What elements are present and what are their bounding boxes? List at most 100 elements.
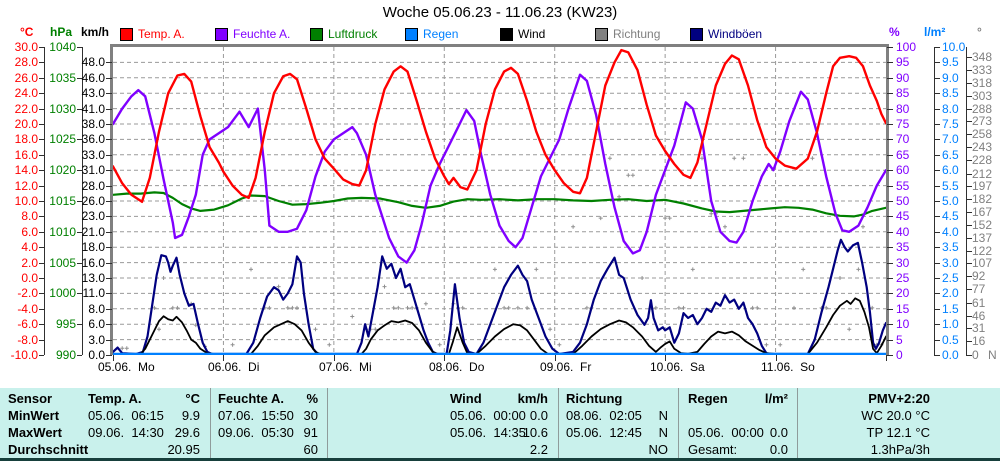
axis-tick-label: 2.0 <box>942 286 959 300</box>
axis-tick-label: 1.5 <box>942 302 959 316</box>
axis-tick-label: 212 <box>972 167 993 181</box>
axis-tick-label: 3.5 <box>942 240 959 254</box>
axis-tick-label: 31 <box>972 321 986 335</box>
axis-tick <box>106 186 112 187</box>
axis-tick <box>77 355 82 356</box>
axis-tick <box>887 186 893 187</box>
axis-tick <box>106 355 112 356</box>
axis-tick-label: 1000 <box>49 286 76 300</box>
axis-tick <box>77 47 82 48</box>
axis-tick <box>77 324 82 325</box>
row-label-sensor: Sensor <box>8 391 53 406</box>
axis-tick-label: -10.0 <box>10 348 38 362</box>
legend-swatch-temp-a- <box>120 27 133 41</box>
axis-tick-label: 990 <box>55 348 76 362</box>
axis-tick-label: 26.0 <box>14 71 38 85</box>
col-header-direction: Richtung <box>566 391 623 406</box>
axis-tick-label: 1030 <box>49 102 76 116</box>
axis-tick-label: 77 <box>972 282 986 296</box>
axis-tick <box>39 355 44 356</box>
axis-tick-label: 75 <box>896 117 910 131</box>
row-label-durchschnitt: Durchschnitt <box>8 442 89 457</box>
axis-tick <box>39 139 44 140</box>
axis-tick <box>934 62 940 63</box>
axis-line <box>966 47 967 355</box>
direction-min-time: 08.06. 02:05 <box>566 408 642 423</box>
axis-tick <box>934 309 940 310</box>
table-separator <box>797 388 798 458</box>
axis-tick-label: 6.0 <box>21 225 38 239</box>
axis-tick-label: 318 <box>972 76 993 90</box>
axis-tick-label: 46 <box>972 309 986 323</box>
x-axis-day-label: 07.06. Mi <box>319 360 372 374</box>
axis-tick <box>39 109 44 110</box>
axis-tick <box>966 83 972 84</box>
axis-tick <box>106 263 112 264</box>
humidity-max-value: 91 <box>303 425 318 440</box>
axis-tick <box>887 124 893 125</box>
col-header-wind: Wind <box>450 391 482 406</box>
axis-tick <box>966 57 972 58</box>
axis-tick-label: 30.0 <box>14 40 38 54</box>
axis-tick-label: 303 <box>972 89 993 103</box>
pmv-header: PMV+2:20 <box>868 391 930 406</box>
axis-tick <box>39 186 44 187</box>
legend-label: Regen <box>423 27 459 41</box>
humidity-max-time: 09.06. 05:30 <box>218 425 294 440</box>
temp-min-time: 05.06. 06:15 <box>88 408 164 423</box>
axis-tick-label: 5.0 <box>942 194 959 208</box>
axis-tick <box>966 199 972 200</box>
axis-tick-label: 10.0 <box>14 194 38 208</box>
series-windb-en <box>113 238 886 355</box>
x-axis-day-label: 09.06. Fr <box>540 360 592 374</box>
axis-tick-label: 60 <box>896 163 910 177</box>
series-wind <box>113 297 886 355</box>
axis-tick <box>934 201 940 202</box>
axis-tick <box>39 293 44 294</box>
rain-total-value: 0.0 <box>769 442 788 457</box>
legend-item: Feuchte A. <box>215 27 310 41</box>
axis-tick-label: 80 <box>896 102 910 116</box>
axis-tick <box>39 201 44 202</box>
axis-tick-label: 28.0 <box>14 55 38 69</box>
rain-total-label: Gesamt: <box>688 442 738 457</box>
direction-max-time: 05.06. 12:45 <box>566 425 642 440</box>
axis-tick <box>887 139 893 140</box>
axis-tick <box>966 174 972 175</box>
axis-tick-label: 10 <box>896 317 910 331</box>
axis-tick-label: 273 <box>972 114 993 128</box>
axis-tick <box>39 340 44 341</box>
wind-max-value: 10.6 <box>522 425 548 440</box>
axis-tick-label: 18.0 <box>14 132 38 146</box>
unit-label-percent: % <box>889 25 900 39</box>
axis-tick <box>887 309 893 310</box>
axis-tick <box>39 232 44 233</box>
axis-tick <box>39 247 44 248</box>
axis-tick <box>966 303 972 304</box>
axis-tick <box>966 70 972 71</box>
axis-tick <box>39 62 44 63</box>
axis-tick-label: 6.0 <box>942 163 959 177</box>
axis-tick-label: 38.0 <box>81 117 105 131</box>
axis-tick <box>887 155 893 156</box>
axis-tick <box>887 232 893 233</box>
rain-max-value: 0.0 <box>769 425 788 440</box>
axis-tick <box>106 216 112 217</box>
axis-tick-label: 995 <box>55 317 76 331</box>
axis-tick <box>887 47 893 48</box>
axis-tick <box>934 124 940 125</box>
axis-tick-label: 11.0 <box>82 286 105 300</box>
axis-tick <box>934 109 940 110</box>
axis-tick-label: 2.0 <box>21 256 38 270</box>
chart-legend: Temp. A. Feuchte A. Luftdruck Regen Wind Rich… <box>120 27 785 41</box>
axis-north-label: N <box>988 348 997 362</box>
axis-tick <box>106 109 112 110</box>
plot-border-right <box>886 44 889 355</box>
axis-tick <box>39 324 44 325</box>
axis-tick <box>39 155 44 156</box>
axis-tick-label: 9.0 <box>942 71 959 85</box>
axis-tick-label: 1010 <box>49 225 76 239</box>
axis-tick-label: 100 <box>896 40 917 54</box>
axis-tick <box>77 232 82 233</box>
